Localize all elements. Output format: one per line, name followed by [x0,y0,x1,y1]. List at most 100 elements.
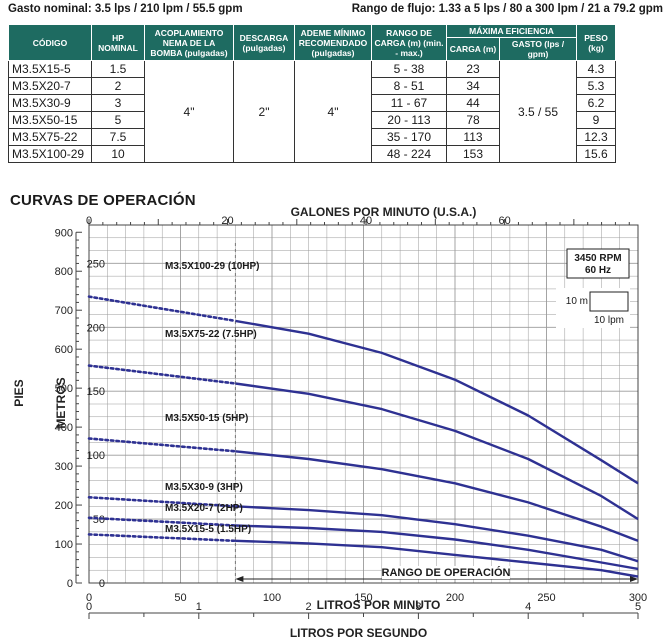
peso-cell: 5.3 [576,77,616,95]
x-tick-label-lpm: 150 [354,592,372,604]
y-tick-label-meters: 150 [87,386,105,398]
acoplamiento-cell: 4" [144,60,234,163]
y-tick-label-meters: 250 [87,258,105,270]
table-row: M3.5X75-22 7.5 35 - 170 113 12.3 [8,128,616,146]
x-tick-label-gpm: 20 [221,215,233,227]
curve-label: M3.5X75-22 (7.5HP) [165,329,257,340]
table-row: M3.5X20-7 2 8 - 51 34 5.3 [8,77,616,95]
y-axis-title-feet: PIES [12,379,26,406]
curve-solid-segment [235,450,639,542]
plot-frame [88,224,639,584]
operating-range-label-bg [382,566,510,579]
header-rango: RANGO DE CARGA (m) (min. - max.) [371,24,447,61]
y-tick-label-feet: 500 [55,383,73,395]
nominal-flow-text: Gasto nominal: 3.5 lps / 210 lpm / 55.5 … [8,3,243,15]
curve-dotted-segment [87,295,237,323]
flow-range-text: Rango de flujo: 1.33 a 5 lps / 80 a 300 … [351,3,663,15]
x-axis-title-lpm: LITROS POR MINUTO [317,598,441,612]
x-tick-label-lps: 0 [86,601,92,613]
curve-dotted-segment [87,516,237,527]
y-tick-label-feet: 600 [55,344,73,356]
curve-label: M3.5X50-15 (5HP) [165,413,248,424]
header-codigo: CÓDIGO [8,24,92,61]
y-tick-label-feet: 900 [55,227,73,239]
header-carga: CARGA (m) [446,37,500,61]
y-tick-label-feet: 400 [55,422,73,434]
x-tick-label-lps: 5 [635,601,641,613]
x-tick-label-lps: 3 [415,601,421,613]
gasto-cell: 3.5 / 55 [499,60,577,163]
y-axis-title-meters: METROS [54,377,68,428]
rpm-text: 3450 RPM [574,253,621,264]
x-tick-label-lps: 1 [196,601,202,613]
peso-cell: 15.6 [576,145,616,163]
header-hp: HP NOMINAL [91,24,145,61]
header-descarga: DESCARGA (pulgadas) [233,24,295,61]
codigo-cell: M3.5X15-5 [8,60,92,78]
curve-dotted-segment [87,437,237,453]
curve-dotted-segment [87,533,237,543]
carga-cell: 113 [446,128,500,146]
scale-key-rect [589,291,629,312]
x-axis-title-lps: LITROS POR SEGUNDO [290,626,427,640]
curve-dotted-segment [87,364,237,385]
ademe-cell: 4" [294,60,372,163]
curve-solid-segment [235,524,639,571]
hz-text: 60 Hz [585,265,611,276]
rango-cell: 48 - 224 [371,145,447,163]
operating-range-arrow-right [630,576,638,582]
curve-label: M3.5X15-5 (1.5HP) [165,524,251,535]
codigo-cell: M3.5X20-7 [8,77,92,95]
carga-cell: 44 [446,94,500,112]
x-tick-label-lpm: 250 [537,592,555,604]
descarga-cell: 2" [233,60,295,163]
y-tick-label-meters: 0 [99,578,105,590]
x-tick-label-lpm: 0 [86,592,92,604]
x-tick-label-lpm: 100 [263,592,281,604]
rpm-box [566,248,630,279]
x-tick-label-lps: 4 [525,601,531,613]
curve-solid-segment [235,382,639,521]
y-tick-label-meters: 50 [93,514,105,526]
rango-cell: 11 - 67 [371,94,447,112]
y-tick-label-feet: 0 [67,578,73,590]
header-gasto: GASTO (lps / gpm) [499,37,577,61]
codigo-cell: M3.5X30-9 [8,94,92,112]
scale-key-lpm: 10 lpm [594,315,624,326]
y-tick-label-feet: 800 [55,266,73,278]
scale-key-meters: 10 m [566,296,588,307]
operating-range-arrow-left [235,576,244,582]
x-tick-label-lpm: 50 [174,592,186,604]
x-axis-title-gpm: GALONES POR MINUTO (U.S.A.) [291,205,477,219]
x-tick-label-gpm: 60 [498,215,510,227]
table-row: M3.5X15-5 1.5 4" 2" 4" 5 - 38 23 3.5 / 5… [8,60,616,163]
operating-range-label: RANGO DE OPERACIÓN [382,566,511,579]
section-title: CURVAS DE OPERACIÓN [10,192,196,209]
curve-label: M3.5X100-29 (10HP) [165,261,260,272]
curve-solid-segment [235,505,639,563]
y-tick-label-meters: 100 [87,450,105,462]
spec-table: CÓDIGO HP NOMINAL ACOPLAMIENTO NEMA DE L… [8,24,616,163]
y-tick-label-feet: 300 [55,461,73,473]
y-tick-label-feet: 100 [55,539,73,551]
x-tick-label-lps: 2 [306,601,312,613]
hp-cell: 10 [91,145,145,163]
y-tick-label-feet: 200 [55,500,73,512]
curve-solid-segment [235,539,639,578]
curve-label: M3.5X30-9 (3HP) [165,482,243,493]
curve-solid-segment [235,319,639,485]
header-maxima: MÁXIMA EFICIENCIA [446,24,577,38]
y-tick-label-feet: 700 [55,305,73,317]
header-peso: PESO (kg) [576,24,616,61]
x-tick-label-lpm: 200 [446,592,464,604]
curve-dotted-segment [87,495,237,508]
y-tick-label-meters: 200 [87,322,105,334]
codigo-cell: M3.5X50-15 [8,111,92,129]
curve-label: M3.5X20-7 (2HP) [165,503,243,514]
table-row: M3.5X100-29 10 48 - 224 153 15.6 [8,145,616,163]
x-tick-label-gpm: 0 [86,215,92,227]
x-tick-label-lpm: 300 [629,592,647,604]
codigo-cell: M3.5X100-29 [8,145,92,163]
x-tick-label-gpm: 40 [360,215,372,227]
